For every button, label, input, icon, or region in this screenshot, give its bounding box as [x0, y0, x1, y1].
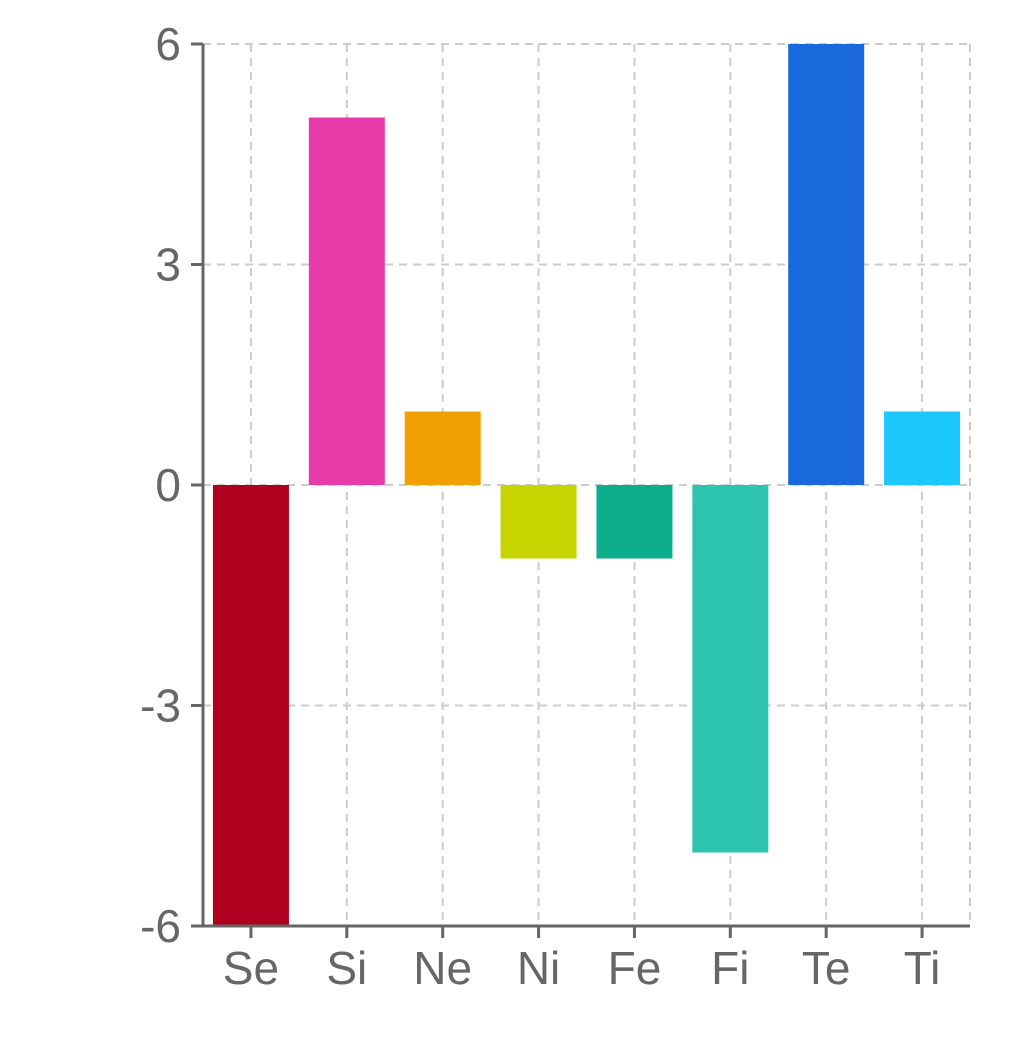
x-tick-label-fi: Fi — [711, 942, 749, 994]
tick-labels: -6 -3 0 3 6 Se Si Ne Ni Fe Fi Te Ti — [140, 18, 940, 994]
y-tick-label: 3 — [155, 239, 181, 291]
y-tick-label: -6 — [140, 900, 181, 952]
x-tick-label-se: Se — [223, 942, 279, 994]
bar-se — [212, 485, 289, 926]
bar-ti — [884, 411, 961, 485]
x-tick-label-fe: Fe — [608, 942, 662, 994]
x-tick-label-ne: Ne — [413, 942, 472, 994]
bar-fe — [596, 485, 673, 559]
bars — [212, 44, 961, 926]
x-tick-label-si: Si — [326, 942, 367, 994]
bar-ne — [404, 411, 481, 485]
x-tick-label-ni: Ni — [517, 942, 560, 994]
y-tick-label: 6 — [155, 18, 181, 70]
bar-te — [788, 44, 865, 485]
bar-fi — [692, 485, 769, 853]
bar-si — [308, 117, 385, 485]
bar-ni — [500, 485, 577, 559]
x-tick-label-te: Te — [802, 942, 851, 994]
x-tick-label-ti: Ti — [904, 942, 941, 994]
y-tick-label: -3 — [140, 680, 181, 732]
axes — [191, 42, 970, 938]
y-tick-label: 0 — [155, 459, 181, 511]
